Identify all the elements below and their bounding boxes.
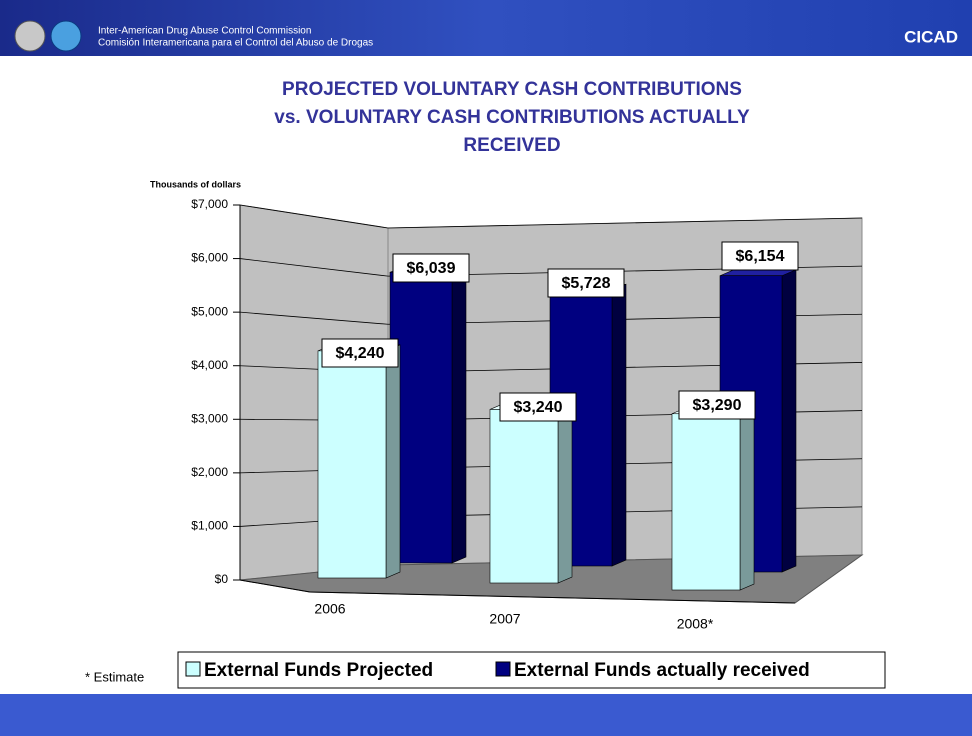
grid-line — [239, 204, 389, 229]
y-tick-label: $4,000 — [191, 358, 228, 372]
bar-side — [781, 269, 797, 573]
logo-globe — [50, 20, 82, 52]
data-label-box — [721, 241, 799, 271]
chart-title: vs. VOLUNTARY CASH CONTRIBUTIONS ACTUALL… — [274, 107, 750, 128]
y-tick-label: $5,000 — [191, 304, 228, 318]
data-label: $4,240 — [336, 345, 385, 362]
chart-title: RECEIVED — [463, 135, 560, 156]
bar-side — [557, 402, 573, 584]
legend-swatch — [495, 661, 511, 677]
y-tick-label: $6,000 — [191, 251, 228, 265]
legend-label: External Funds actually received — [514, 660, 810, 681]
data-label-box — [392, 253, 470, 283]
data-label: $3,290 — [693, 397, 742, 414]
grid-line — [239, 258, 389, 277]
legend-label: External Funds Projected — [204, 660, 433, 681]
data-label-box — [321, 338, 399, 368]
chart-title: PROJECTED VOLUNTARY CASH CONTRIBUTIONS — [282, 79, 742, 100]
header-brand: CICAD — [904, 27, 958, 46]
grid-line — [239, 311, 389, 325]
y-tick-label: $3,000 — [191, 411, 228, 425]
x-axis — [309, 591, 796, 604]
bar — [489, 409, 559, 584]
y-tick-label: $7,000 — [191, 197, 228, 211]
plot: $0 $1,000 $2,000 $3,000 $4,000 $5,000 $6,000 $7… — [191, 197, 863, 632]
y-tick-label: $2,000 — [191, 465, 228, 479]
y-tick-label: $1,000 — [191, 519, 228, 533]
grid-line — [387, 217, 863, 229]
legend — [177, 651, 886, 689]
data-label: $5,728 — [562, 275, 611, 292]
bar-side — [611, 283, 627, 567]
data-label: $6,154 — [736, 248, 785, 265]
legend-swatch — [185, 661, 201, 677]
x-tick-label: 2007 — [489, 611, 520, 627]
footer-bar — [0, 694, 972, 736]
header-line2: Comisión Interamericana para el Control … — [98, 38, 373, 49]
floor-edge — [239, 579, 311, 593]
bar — [317, 350, 387, 579]
bar — [671, 413, 741, 591]
footnote: * Estimate — [85, 669, 144, 684]
data-label-box — [547, 268, 625, 298]
header-line1: Inter-American Drug Abuse Control Commis… — [98, 26, 311, 37]
bar — [389, 271, 453, 564]
y-axis-label: Thousands of dollars — [150, 179, 241, 189]
bar-side — [739, 407, 755, 591]
y-tick-label: $0 — [215, 572, 229, 586]
data-label: $6,039 — [407, 260, 456, 277]
bar-top — [719, 269, 797, 277]
data-label-box — [499, 392, 577, 422]
x-tick-label: 2008* — [677, 616, 714, 632]
bar-side — [451, 265, 467, 564]
x-tick-label: 2006 — [314, 601, 345, 617]
data-label: $3,240 — [514, 399, 563, 416]
bar-side — [385, 344, 401, 579]
data-label-box — [678, 390, 756, 420]
header-bar — [0, 0, 972, 56]
logo-oas — [14, 20, 46, 52]
